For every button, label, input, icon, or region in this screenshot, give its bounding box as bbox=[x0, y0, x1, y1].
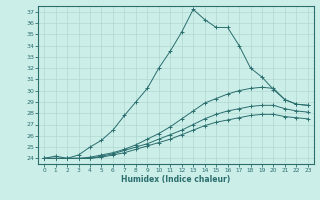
X-axis label: Humidex (Indice chaleur): Humidex (Indice chaleur) bbox=[121, 175, 231, 184]
